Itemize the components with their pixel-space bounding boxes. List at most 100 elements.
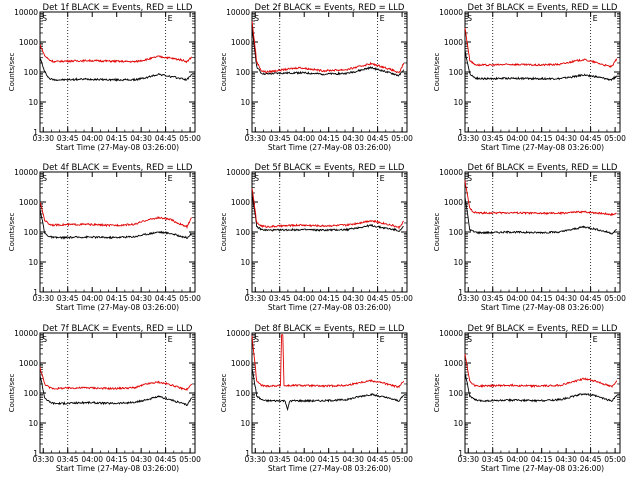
- y-tick-label: 1000: [231, 198, 250, 207]
- x-tick-label: 03:30: [457, 134, 479, 143]
- y-tick-label: 10: [453, 419, 463, 428]
- y-tick-label: 100: [24, 389, 39, 398]
- x-axis-label: Start Time (27-May-08 03:26:00): [56, 143, 179, 152]
- x-tick-label: 04:00: [293, 294, 315, 303]
- x-tick-label: 03:45: [57, 455, 79, 464]
- y-tick-label: 100: [236, 389, 251, 398]
- y-axis-label: Counts/sec: [433, 213, 441, 252]
- y-tick-label: 1000: [19, 198, 38, 207]
- x-tick-label: 05:00: [179, 294, 201, 303]
- x-tick-label: 03:45: [269, 134, 291, 143]
- series-line-lld: [464, 180, 617, 217]
- y-axis-label: Counts/sec: [433, 374, 441, 413]
- series-line-events: [464, 50, 618, 82]
- series-line-lld: [39, 44, 193, 64]
- x-tick-label: 05:00: [179, 134, 201, 143]
- y-tick-label: 10000: [14, 329, 38, 338]
- plot-frame: [39, 171, 196, 293]
- x-tick-label: 03:30: [32, 134, 54, 143]
- y-tick-label: 10000: [439, 8, 463, 17]
- y-axis-label: Counts/sec: [8, 53, 16, 92]
- y-tick-label: 10000: [226, 8, 250, 17]
- x-tick-label: 03:45: [269, 294, 291, 303]
- series-line-lld: [251, 188, 404, 230]
- start-marker-label: S: [467, 174, 472, 183]
- series-line-events: [251, 192, 404, 233]
- x-tick-label: 04:00: [293, 134, 315, 143]
- y-tick-label: 10: [240, 258, 250, 267]
- y-tick-label: 100: [24, 68, 39, 77]
- y-axis-label: Counts/sec: [8, 213, 16, 252]
- y-tick-label: 1: [458, 288, 463, 297]
- x-tick-label: 04:30: [130, 134, 152, 143]
- y-tick-label: 100: [449, 389, 464, 398]
- plot-title: Det 5f BLACK = Events, RED = LLD: [255, 163, 405, 173]
- y-tick-label: 100: [449, 68, 464, 77]
- end-marker-label: E: [168, 14, 173, 23]
- y-axis-label: Counts/sec: [220, 374, 228, 413]
- end-marker-label: E: [593, 174, 598, 183]
- x-tick-label: 04:15: [318, 455, 340, 464]
- x-tick-label: 04:15: [531, 294, 553, 303]
- y-tick-label: 1: [458, 449, 463, 458]
- y-axis-label: Counts/sec: [433, 53, 441, 92]
- x-tick-label: 04:00: [293, 455, 315, 464]
- plot-title: Det 6f BLACK = Events, RED = LLD: [468, 163, 618, 173]
- x-tick-label: 03:45: [57, 294, 79, 303]
- x-axis-label: Start Time (27-May-08 03:26:00): [268, 303, 391, 312]
- plot-title: Det 4f BLACK = Events, RED = LLD: [43, 163, 193, 173]
- plot-panel-2: Det 2f BLACK = Events, RED = LLD 1 10 100 10…: [220, 3, 413, 152]
- x-tick-label: 04:30: [555, 134, 577, 143]
- x-tick-label: 05:00: [604, 455, 626, 464]
- series-line-events: [464, 196, 617, 235]
- y-tick-label: 1000: [444, 38, 463, 47]
- y-tick-label: 10: [453, 98, 463, 107]
- x-tick-label: 04:45: [580, 134, 602, 143]
- plot-panel-6: Det 6f BLACK = Events, RED = LLD 1 10 100 10…: [433, 163, 626, 312]
- y-tick-label: 1: [33, 128, 38, 137]
- x-tick-label: 04:15: [106, 134, 128, 143]
- x-tick-label: 04:00: [506, 134, 528, 143]
- x-tick-label: 04:30: [555, 294, 577, 303]
- x-tick-label: 04:00: [81, 455, 103, 464]
- x-tick-label: 04:15: [531, 134, 553, 143]
- start-marker-label: S: [254, 14, 259, 23]
- y-tick-label: 100: [236, 68, 251, 77]
- y-tick-label: 1000: [231, 38, 250, 47]
- plot-title: Det 2f BLACK = Events, RED = LLD: [255, 3, 405, 13]
- y-tick-label: 10: [240, 98, 250, 107]
- x-axis-label: Start Time (27-May-08 03:26:00): [268, 143, 391, 152]
- y-tick-label: 10: [453, 258, 463, 267]
- plot-title: Det 1f BLACK = Events, RED = LLD: [43, 3, 193, 13]
- y-tick-label: 10000: [226, 329, 250, 338]
- plot-frame: [464, 332, 621, 454]
- y-tick-label: 1000: [444, 198, 463, 207]
- start-marker-label: S: [467, 335, 472, 344]
- series-line-events: [39, 375, 193, 406]
- y-tick-label: 1: [245, 449, 250, 458]
- x-tick-label: 04:00: [506, 455, 528, 464]
- plot-panel-1: Det 1f BLACK = Events, RED = LLD 1 10 100 10…: [8, 3, 201, 152]
- series-line-lld: [464, 353, 618, 388]
- x-tick-label: 03:30: [32, 294, 54, 303]
- y-tick-label: 10000: [14, 168, 38, 177]
- x-axis-label: Start Time (27-May-08 03:26:00): [56, 464, 179, 473]
- y-tick-label: 1: [458, 128, 463, 137]
- x-axis-label: Start Time (27-May-08 03:26:00): [56, 303, 179, 312]
- y-axis-label: Counts/sec: [8, 374, 16, 413]
- series-line-lld: [39, 202, 192, 230]
- x-tick-label: 03:30: [244, 455, 266, 464]
- end-marker-label: E: [168, 174, 173, 183]
- y-tick-label: 10: [28, 98, 38, 107]
- x-tick-label: 03:30: [244, 134, 266, 143]
- start-marker-label: S: [42, 14, 47, 23]
- plot-title: Det 9f BLACK = Events, RED = LLD: [468, 324, 618, 334]
- x-tick-label: 04:15: [106, 455, 128, 464]
- series-line-lld: [251, 333, 405, 389]
- y-tick-label: 1000: [19, 359, 38, 368]
- x-tick-label: 03:30: [244, 294, 266, 303]
- x-tick-label: 04:45: [367, 455, 389, 464]
- x-tick-label: 03:45: [482, 134, 504, 143]
- y-axis-label: Counts/sec: [220, 213, 228, 252]
